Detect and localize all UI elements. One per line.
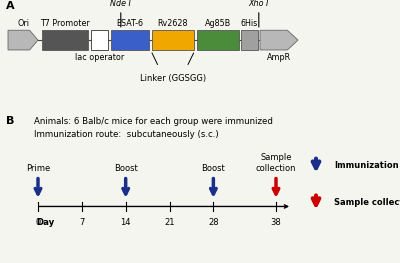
Text: 21: 21 [164,218,175,227]
Text: B: B [6,116,14,126]
Text: Boost: Boost [114,164,138,173]
Text: Sample
collection: Sample collection [256,153,296,173]
Text: A: A [6,1,15,11]
Bar [241,30,258,50]
Text: 7: 7 [79,218,84,227]
Text: ESAT-6: ESAT-6 [117,19,144,28]
Text: Prime: Prime [26,164,50,173]
Text: 0: 0 [35,218,41,227]
Text: Sample collection: Sample collection [334,198,400,207]
Text: Boost: Boost [202,164,225,173]
Text: Rv2628: Rv2628 [158,19,188,28]
Text: Nde I: Nde I [110,0,131,8]
Text: Ori: Ori [17,19,29,28]
Text: Ag85B: Ag85B [205,19,231,28]
Bar [152,30,194,50]
Text: Animals: 6 Balb/c mice for each group were immunized
Immunization route:  subcut: Animals: 6 Balb/c mice for each group we… [34,117,273,139]
Bar [91,30,108,50]
Text: T7 Promoter: T7 Promoter [40,19,90,28]
Text: Linker (GGSGG): Linker (GGSGG) [140,74,206,83]
Text: Day: Day [36,218,54,227]
Bar [197,30,239,50]
Text: 38: 38 [271,218,281,227]
Polygon shape [8,30,38,50]
Text: Xho I: Xho I [249,0,269,8]
Text: 6His: 6His [241,19,258,28]
Text: Immunization: Immunization [334,161,399,170]
Bar [111,30,149,50]
Bar [42,30,88,50]
Text: AmpR: AmpR [267,53,291,62]
Text: 28: 28 [208,218,219,227]
Text: 14: 14 [120,218,131,227]
Polygon shape [260,30,298,50]
Text: lac operator: lac operator [75,53,124,62]
